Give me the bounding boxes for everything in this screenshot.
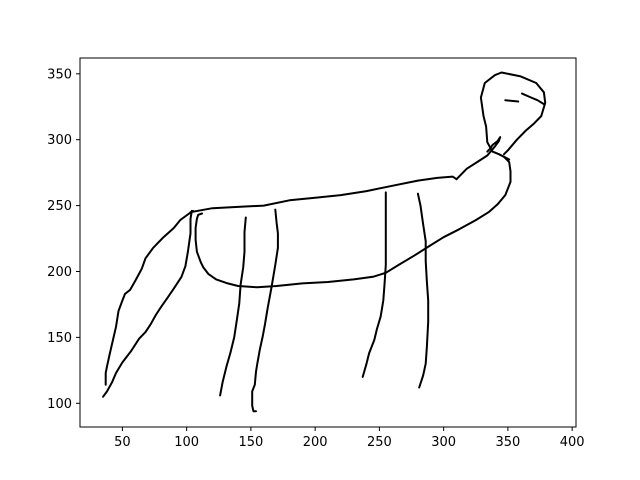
y-tick-label: 300: [47, 133, 72, 148]
x-tick-label: 200: [303, 435, 328, 450]
series-line-9: [361, 191, 387, 378]
x-tick-label: 50: [114, 435, 131, 450]
x-tick-label: 300: [431, 435, 456, 450]
series-line-6: [194, 155, 512, 289]
series-line-12: [521, 92, 545, 106]
y-tick-label: 200: [47, 265, 72, 280]
series-line-11: [504, 99, 520, 103]
x-tick-label: 250: [367, 435, 392, 450]
series-line-5: [479, 71, 547, 161]
y-axis: 100 150 200 250 300 350: [47, 67, 80, 412]
series-line-4: [455, 136, 502, 181]
x-tick-label: 350: [495, 435, 520, 450]
chart-lines: [102, 71, 547, 413]
series-line-1: [102, 209, 193, 398]
x-tick-label: 150: [238, 435, 263, 450]
series-line-10: [416, 192, 430, 389]
y-tick-label: 250: [47, 199, 72, 214]
x-axis: 50 100 150 200 250 300 350 400: [114, 427, 585, 450]
x-tick-label: 100: [174, 435, 199, 450]
series-line-8: [251, 208, 279, 413]
series-line-2: [104, 209, 195, 386]
y-tick-label: 350: [47, 67, 72, 82]
series-line-7: [219, 216, 247, 397]
series-line-3: [189, 175, 458, 214]
y-tick-label: 150: [47, 331, 72, 346]
x-tick-label: 400: [560, 435, 585, 450]
y-tick-label: 100: [47, 397, 72, 412]
plot-area-frame: [79, 57, 577, 428]
